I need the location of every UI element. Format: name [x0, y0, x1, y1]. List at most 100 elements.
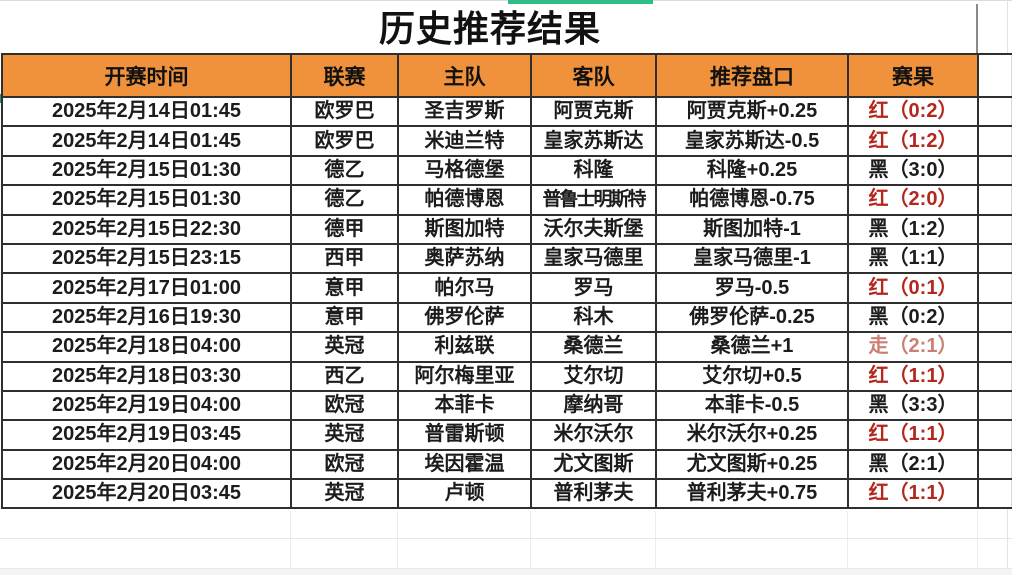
cell-time[interactable]: 2025年2月15日22:30	[1, 213, 292, 245]
cell-handicap[interactable]: 科隆+0.25	[655, 154, 849, 187]
cell-result[interactable]: 红（2:0）	[847, 184, 979, 216]
cell-home[interactable]: 本菲卡	[397, 389, 532, 422]
cell-home[interactable]: 圣吉罗斯	[397, 95, 532, 128]
cell-empty[interactable]	[977, 360, 1012, 392]
column-header-away[interactable]: 客队	[530, 53, 657, 98]
cell-home[interactable]: 马格德堡	[397, 154, 532, 187]
cell-league[interactable]: 意甲	[290, 272, 399, 304]
cell-away[interactable]: 尤文图斯	[530, 448, 657, 481]
cell-result[interactable]: 红（1:2）	[847, 125, 979, 157]
cell-empty[interactable]	[977, 272, 1012, 304]
column-header-empty[interactable]	[977, 53, 1012, 98]
cell-league[interactable]: 英冠	[290, 419, 399, 451]
cell-time[interactable]: 2025年2月15日23:15	[1, 242, 292, 275]
cell-handicap[interactable]: 阿贾克斯+0.25	[655, 95, 849, 128]
cell-result[interactable]: 黑（2:1）	[847, 448, 979, 481]
cell-result[interactable]: 黑（0:2）	[847, 301, 979, 334]
cell-league[interactable]: 欧罗巴	[290, 125, 399, 157]
cell-away[interactable]: 沃尔夫斯堡	[530, 213, 657, 245]
cell-time[interactable]: 2025年2月18日03:30	[1, 360, 292, 392]
cell-league[interactable]: 西甲	[290, 242, 399, 275]
cell-handicap[interactable]: 斯图加特-1	[655, 213, 849, 245]
cell-result[interactable]: 红（1:1）	[847, 419, 979, 451]
cell-time[interactable]: 2025年2月14日01:45	[1, 125, 292, 157]
cell-time[interactable]: 2025年2月15日01:30	[1, 184, 292, 216]
column-header-time[interactable]: 开赛时间	[1, 53, 292, 98]
cell-empty[interactable]	[977, 478, 1012, 510]
cell-handicap[interactable]: 本菲卡-0.5	[655, 389, 849, 422]
cell-empty[interactable]	[977, 95, 1012, 128]
cell-away[interactable]: 米尔沃尔	[530, 419, 657, 451]
cell-time[interactable]: 2025年2月15日01:30	[1, 154, 292, 187]
cell-home[interactable]: 阿尔梅里亚	[397, 360, 532, 392]
cell-league[interactable]: 德甲	[290, 213, 399, 245]
cell-away[interactable]: 普利茅夫	[530, 478, 657, 510]
cell-league[interactable]: 欧罗巴	[290, 95, 399, 128]
cell-handicap[interactable]: 帕德博恩-0.75	[655, 184, 849, 216]
cell-handicap[interactable]: 普利茅夫+0.75	[655, 478, 849, 510]
cell-handicap[interactable]: 艾尔切+0.5	[655, 360, 849, 392]
cell-result[interactable]: 红（0:1）	[847, 272, 979, 304]
cell-away[interactable]: 罗马	[530, 272, 657, 304]
cell-empty[interactable]	[977, 242, 1012, 275]
cell-handicap[interactable]: 尤文图斯+0.25	[655, 448, 849, 481]
cell-league[interactable]: 德乙	[290, 184, 399, 216]
cell-league[interactable]: 西乙	[290, 360, 399, 392]
column-header-league[interactable]: 联赛	[290, 53, 399, 98]
cell-away[interactable]: 普鲁士明斯特	[530, 184, 657, 216]
cell-time[interactable]: 2025年2月19日03:45	[1, 419, 292, 451]
cell-away[interactable]: 桑德兰	[530, 331, 657, 363]
cell-home[interactable]: 帕尔马	[397, 272, 532, 304]
cell-result[interactable]: 红（1:1）	[847, 478, 979, 510]
column-header-home[interactable]: 主队	[397, 53, 532, 98]
cell-time[interactable]: 2025年2月19日04:00	[1, 389, 292, 422]
cell-empty[interactable]	[977, 125, 1012, 157]
cell-league[interactable]: 欧冠	[290, 389, 399, 422]
cell-league[interactable]: 欧冠	[290, 448, 399, 481]
cell-empty[interactable]	[977, 419, 1012, 451]
cell-result[interactable]: 红（0:2）	[847, 95, 979, 128]
cell-time[interactable]: 2025年2月18日04:00	[1, 331, 292, 363]
cell-league[interactable]: 英冠	[290, 331, 399, 363]
cell-time[interactable]: 2025年2月20日04:00	[1, 448, 292, 481]
column-header-handicap[interactable]: 推荐盘口	[655, 53, 849, 98]
cell-away[interactable]: 阿贾克斯	[530, 95, 657, 128]
cell-empty[interactable]	[977, 154, 1012, 187]
cell-empty[interactable]	[977, 389, 1012, 422]
cell-handicap[interactable]: 皇家苏斯达-0.5	[655, 125, 849, 157]
cell-away[interactable]: 艾尔切	[530, 360, 657, 392]
cell-result[interactable]: 黑（3:3）	[847, 389, 979, 422]
cell-time[interactable]: 2025年2月17日01:00	[1, 272, 292, 304]
cell-home[interactable]: 斯图加特	[397, 213, 532, 245]
cell-result[interactable]: 红（1:1）	[847, 360, 979, 392]
cell-time[interactable]: 2025年2月14日01:45	[1, 95, 292, 128]
cell-empty[interactable]	[977, 448, 1012, 481]
cell-handicap[interactable]: 皇家马德里-1	[655, 242, 849, 275]
cell-home[interactable]: 佛罗伦萨	[397, 301, 532, 334]
cell-away[interactable]: 科隆	[530, 154, 657, 187]
cell-empty[interactable]	[977, 301, 1012, 334]
sheet-title[interactable]: 历史推荐结果	[378, 8, 601, 49]
cell-home[interactable]: 卢顿	[397, 478, 532, 510]
cell-result[interactable]: 黑（3:0）	[847, 154, 979, 187]
cell-home[interactable]: 米迪兰特	[397, 125, 532, 157]
cell-empty[interactable]	[977, 213, 1012, 245]
cell-home[interactable]: 普雷斯顿	[397, 419, 532, 451]
cell-league[interactable]: 意甲	[290, 301, 399, 334]
cell-result[interactable]: 走（2:1）	[847, 331, 979, 363]
cell-away[interactable]: 摩纳哥	[530, 389, 657, 422]
cell-league[interactable]: 英冠	[290, 478, 399, 510]
cell-time[interactable]: 2025年2月20日03:45	[1, 478, 292, 510]
cell-handicap[interactable]: 佛罗伦萨-0.25	[655, 301, 849, 334]
cell-home[interactable]: 埃因霍温	[397, 448, 532, 481]
cell-empty[interactable]	[977, 184, 1012, 216]
cell-handicap[interactable]: 桑德兰+1	[655, 331, 849, 363]
cell-handicap[interactable]: 米尔沃尔+0.25	[655, 419, 849, 451]
cell-away[interactable]: 皇家苏斯达	[530, 125, 657, 157]
column-header-result[interactable]: 赛果	[847, 53, 979, 98]
cell-empty[interactable]	[977, 331, 1012, 363]
cell-home[interactable]: 帕德博恩	[397, 184, 532, 216]
cell-result[interactable]: 黑（1:1）	[847, 242, 979, 275]
cell-home[interactable]: 利兹联	[397, 331, 532, 363]
cell-result[interactable]: 黑（1:2）	[847, 213, 979, 245]
